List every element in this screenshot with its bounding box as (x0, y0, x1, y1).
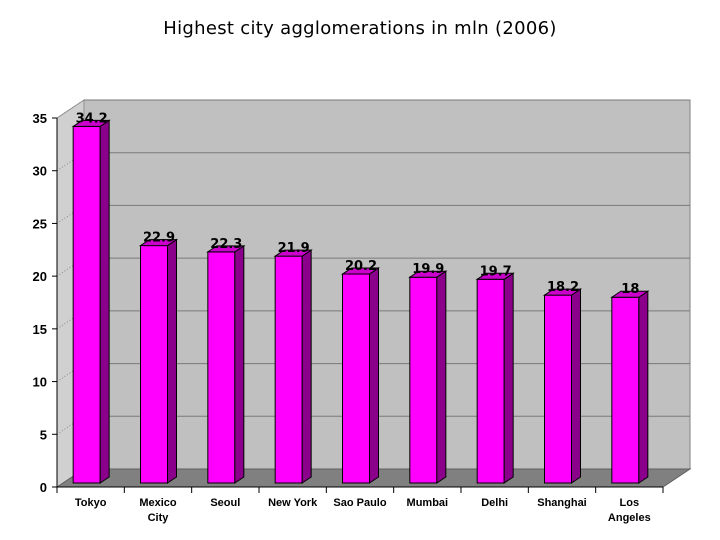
bar-side (369, 267, 379, 484)
y-tick-label: 35 (33, 111, 47, 126)
bar-side (571, 288, 581, 484)
bar-top (340, 267, 381, 275)
x-tick-label: Tokyo (75, 497, 107, 509)
chart-title: Highest city agglomerations in mln (2006… (163, 18, 557, 39)
y-tick-label: 10 (33, 375, 47, 390)
bar-side (167, 238, 177, 484)
bar (409, 276, 438, 484)
data-label: 18.2 (547, 280, 579, 295)
data-label: 34.2 (76, 111, 108, 126)
data-label: 20.2 (345, 259, 377, 274)
bar-side (503, 272, 514, 484)
x-tick-label: Seoul (210, 497, 240, 509)
data-label: 18 (621, 282, 639, 297)
bar (274, 255, 303, 484)
bar-top (273, 249, 313, 257)
bar-top (408, 270, 448, 278)
gridline-side (56, 99, 85, 119)
x-tick-label: Mexico City (139, 497, 177, 524)
data-label: 19.7 (480, 264, 512, 279)
bar (72, 125, 101, 484)
bar (476, 278, 505, 484)
y-tick-label: 0 (40, 480, 47, 495)
x-tick-label: Los Angeles (608, 497, 651, 524)
x-axis: Tokyo Mexico City Seoul New York Sao Paulo Mum… (56, 486, 664, 524)
bar (140, 245, 168, 484)
data-label: 19.9 (412, 262, 444, 277)
bar (207, 251, 236, 484)
data-label: 22.9 (143, 231, 175, 246)
bar-top (475, 272, 515, 280)
data-label: 22.3 (210, 237, 242, 252)
bar-side (638, 290, 649, 484)
bar-side (234, 244, 245, 484)
y-tick-label: 5 (40, 427, 47, 442)
bar-top (542, 288, 583, 296)
bar-side (436, 270, 447, 484)
bar (342, 273, 370, 484)
bar (611, 296, 640, 484)
y-axis: 0 5 10 15 20 25 30 35 (33, 111, 58, 495)
bar-top (206, 245, 246, 253)
x-tick-label: Sao Paulo (333, 497, 386, 509)
y-tick-label: 15 (33, 322, 47, 337)
bar-side (301, 249, 312, 484)
bar-top (610, 290, 650, 298)
y-tick-label: 25 (33, 216, 47, 231)
x-tick-label: New York (268, 497, 318, 509)
bar-top (138, 239, 179, 247)
data-labels: 34.2 22.9 22.3 21.9 20.2 19.9 19.7 18.2 18 (76, 111, 640, 297)
y-tick-label: 30 (33, 164, 47, 179)
bars (71, 119, 650, 484)
data-label: 21.9 (278, 241, 310, 256)
x-tick-label: Delhi (481, 497, 508, 509)
bar-top (71, 119, 111, 127)
bar-side (99, 119, 110, 484)
bar (544, 294, 572, 484)
x-tick-label: Mumbai (407, 497, 449, 509)
y-tick-label: 20 (33, 269, 47, 284)
x-tick-label: Shanghai (537, 497, 587, 509)
